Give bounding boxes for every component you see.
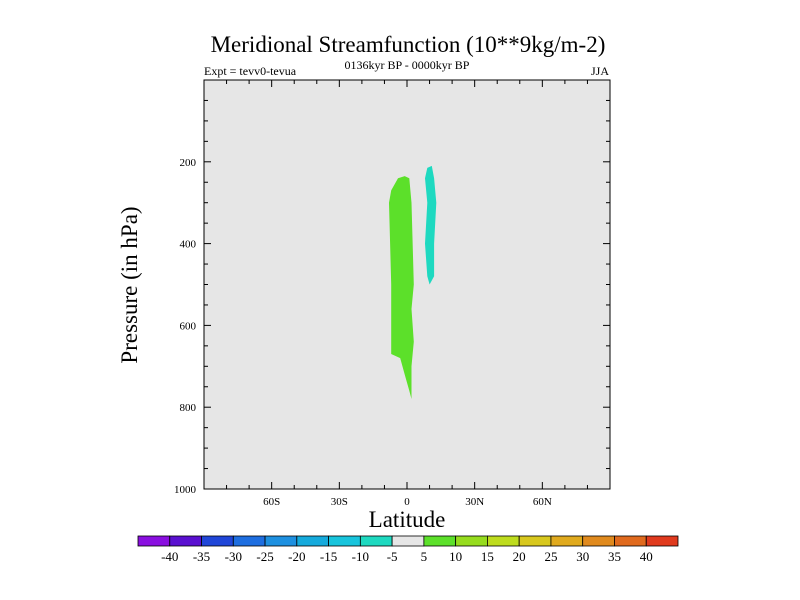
x-tick-label: 60S — [263, 496, 280, 508]
y-tick-label: 1000 — [174, 484, 197, 496]
colorbar-box — [296, 535, 329, 547]
colorbar-box — [518, 535, 552, 547]
colorbar-box — [614, 535, 647, 547]
y-tick-label: 800 — [180, 402, 197, 414]
colorbar-label: -20 — [288, 549, 305, 564]
center-label: 0136kyr BP - 0000kyr BP — [345, 58, 470, 72]
colorbar-label: -25 — [256, 549, 273, 564]
colorbar-box — [455, 535, 488, 547]
colorbar-label: -40 — [161, 549, 178, 564]
x-tick-label: 60N — [533, 496, 552, 508]
colorbar-label: 20 — [513, 549, 526, 564]
left-label: Expt = tevv0-tevua — [204, 64, 297, 78]
colorbar-box — [201, 535, 234, 547]
chart-title: Meridional Streamfunction (10**9kg/m-2) — [211, 32, 606, 57]
colorbar-label: 35 — [608, 549, 621, 564]
colorbar-box — [328, 535, 361, 547]
x-axis-title: Latitude — [369, 507, 446, 532]
y-tick-label: 400 — [180, 239, 197, 251]
axis-ticks: 60S 30S 0 30N 60N 200 400 600 800 1000 — [174, 79, 611, 508]
colorbar-label: 40 — [640, 549, 653, 564]
colorbar-box — [169, 535, 202, 547]
colorbar-label: -15 — [320, 549, 337, 564]
contour-region-1 — [425, 165, 437, 285]
colorbar-label: -5 — [387, 549, 398, 564]
y-tick-label: 600 — [180, 320, 197, 332]
colorbar-box — [487, 535, 520, 547]
colorbar-box — [359, 535, 393, 547]
filled-contours — [389, 165, 437, 399]
colorbar-box — [391, 535, 425, 547]
x-tick-label: 30S — [331, 496, 348, 508]
colorbar-box — [137, 535, 171, 547]
colorbar-box — [645, 535, 679, 547]
colorbar-box — [582, 535, 615, 547]
colorbar: -40 -35 -30 -25 -20 -15 -10 -5 5 10 15 20 25 30 35 40 — [137, 535, 679, 564]
colorbar-box — [232, 535, 266, 547]
colorbar-label: 30 — [576, 549, 589, 564]
y-tick-label: 200 — [180, 157, 197, 169]
colorbar-label: 10 — [449, 549, 462, 564]
colorbar-label: -35 — [193, 549, 210, 564]
contour-region-0 — [389, 176, 414, 399]
colorbar-box — [264, 535, 298, 547]
x-tick-label: 0 — [404, 496, 410, 508]
right-label: JJA — [591, 64, 609, 78]
colorbar-label: 5 — [421, 549, 428, 564]
x-tick-label: 30N — [465, 496, 484, 508]
colorbar-box — [423, 535, 457, 547]
colorbar-label: -10 — [352, 549, 369, 564]
colorbar-box — [550, 535, 584, 547]
colorbar-label: -30 — [225, 549, 242, 564]
colorbar-label: 25 — [544, 549, 557, 564]
y-axis-title: Pressure (in hPa) — [117, 206, 142, 363]
colorbar-label: 15 — [481, 549, 494, 564]
